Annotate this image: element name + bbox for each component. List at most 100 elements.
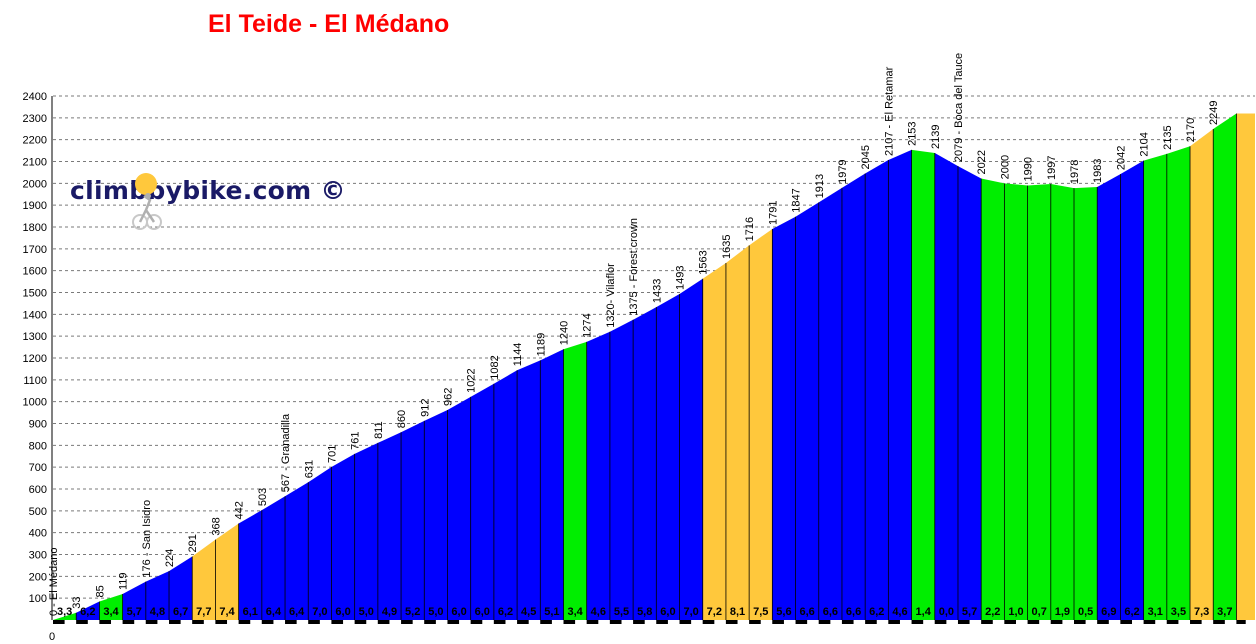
profile-segment (1190, 128, 1214, 621)
km-strip-light (853, 620, 866, 624)
km-strip-light (273, 620, 286, 624)
elevation-label: 2135 (1162, 125, 1174, 149)
km-strip-light (87, 620, 100, 624)
km-strip-light (227, 620, 239, 624)
gradient-label: 7,0 (312, 606, 327, 618)
profile-segment (540, 349, 564, 620)
km-strip-light (343, 620, 355, 624)
site-watermark: climbbybike.com © (70, 176, 346, 205)
km-strip-light (1062, 620, 1075, 624)
km-strip-light (992, 620, 1005, 624)
profile-segment (1004, 183, 1028, 621)
km-strip (53, 620, 1255, 624)
km-strip-light (691, 620, 703, 624)
km-strip-light (598, 620, 610, 624)
km-strip-dark (377, 620, 402, 624)
y-tick-label: 1400 (23, 309, 47, 321)
elevation-label: 811 (373, 421, 385, 439)
elevation-label: 962 (442, 388, 454, 406)
elevation-label: 2042 (1115, 146, 1127, 170)
elevation-label: 224 (164, 549, 176, 567)
km-strip-dark (981, 620, 1005, 624)
gradient-label: 7,3 (1194, 606, 1209, 618)
elevation-labels: 0 - El Médano 33 85 119 176 - San Isidro 224 2… (48, 53, 1220, 616)
gradient-label: 7,4 (219, 606, 235, 618)
profile-segment (308, 466, 332, 620)
profile-segment (238, 510, 262, 620)
gradient-label: 7,0 (683, 606, 698, 618)
elevation-label: 1791 (767, 200, 779, 224)
gradient-label: 7,2 (707, 606, 722, 618)
gradient-label: 4,6 (892, 606, 907, 618)
profile-segment (957, 166, 982, 620)
chart-title: El Teide - El Médano (208, 10, 450, 38)
gradient-label: 5,8 (637, 606, 652, 618)
elevation-label: 1563 (698, 250, 710, 274)
x-origin-label: 0 (49, 631, 55, 643)
km-strip-light (1085, 620, 1098, 624)
elevation-label: 1990 (1023, 157, 1035, 181)
km-strip-light (157, 620, 170, 624)
profile-segment (169, 556, 193, 620)
elevation-label: 2249 (1208, 100, 1220, 124)
km-strip-light (969, 620, 982, 624)
km-strip-light (1245, 620, 1255, 624)
profile-segment (772, 216, 796, 620)
profile-segment (679, 278, 703, 620)
gradient-label: 0,5 (1078, 606, 1093, 618)
gradient-label: 4,9 (382, 606, 397, 618)
elevation-label: 1493 (675, 266, 687, 290)
gradient-label: 6,2 (498, 606, 513, 618)
y-tick-label: 2300 (23, 113, 47, 125)
y-tick-label: 1800 (23, 222, 47, 234)
gradient-label: 4,8 (150, 606, 165, 618)
gradient-label: 5,1 (544, 606, 559, 618)
km-strip-light (923, 620, 935, 624)
km-strip-light (714, 620, 726, 624)
gradient-label: 6,7 (173, 606, 188, 618)
profile-segment (1027, 183, 1051, 620)
profile-segment (1097, 174, 1121, 620)
km-strip-dark (1190, 620, 1214, 624)
profile-segment (354, 442, 378, 620)
elevation-label: 2000 (999, 155, 1011, 179)
gradient-label: 0,7 (1032, 606, 1047, 618)
km-strip-light (783, 620, 796, 624)
profile-segment (818, 187, 842, 620)
profile-segment (865, 159, 889, 620)
elevation-label: 1144 (512, 343, 524, 367)
profile-segment (76, 601, 100, 620)
km-strip-light (575, 620, 587, 624)
y-tick-label: 400 (29, 528, 47, 540)
elevation-label: 291 (187, 534, 199, 552)
elevation-label: 631 (303, 460, 315, 478)
gradient-label: 6,6 (800, 606, 815, 618)
gradient-label: 6,9 (1101, 606, 1116, 618)
y-tick-label: 1300 (23, 331, 47, 343)
gradient-labels: 3,3 6,2 3,4 5,7 4,8 6,7 7,7 7,4 6,1 6,4 6,4 7,0 6,0 5… (57, 606, 1233, 618)
profile-segment (493, 370, 518, 620)
profile-segment (1050, 183, 1075, 620)
km-strip-light (1178, 620, 1191, 624)
profile-segment (145, 571, 170, 620)
profile-segment (609, 319, 634, 620)
gradient-label: 6,2 (869, 606, 884, 618)
gradient-label: 6,6 (846, 606, 861, 618)
gradient-label: 3,1 (1148, 606, 1163, 618)
elevation-label: 912 (419, 399, 431, 417)
elevation-label: 0 - El Médano (48, 548, 60, 616)
profile-segment (1236, 113, 1255, 620)
gradient-label: 5,0 (359, 606, 374, 618)
km-strip-dark (656, 620, 680, 624)
y-tick-label: 1500 (23, 288, 47, 300)
elevation-label: 442 (234, 501, 246, 519)
profile-segment (633, 307, 657, 620)
profile-segment (331, 453, 355, 620)
km-strip-light (737, 620, 750, 624)
profile-segment (586, 331, 610, 620)
km-strip-light (134, 620, 146, 624)
profile-segment (261, 496, 286, 620)
y-tick-label: 2000 (23, 178, 47, 190)
gradient-label: 6,0 (451, 606, 466, 618)
y-tick-label: 300 (29, 550, 47, 562)
